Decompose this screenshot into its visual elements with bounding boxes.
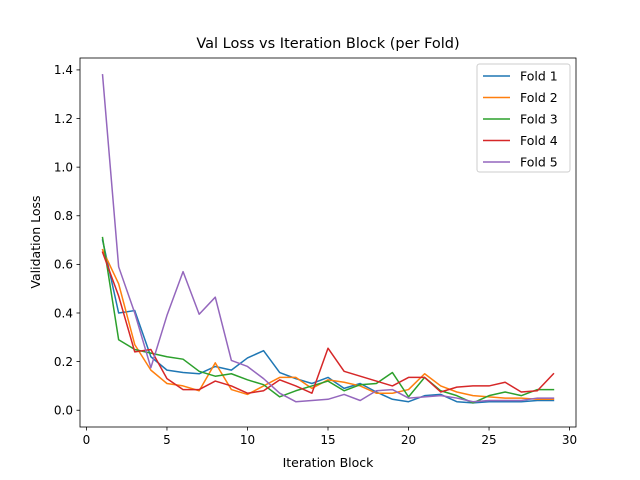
series-line-fold-4: [101, 251, 555, 394]
x-axis: 0 5 10 15 20 25 30: [83, 427, 577, 447]
y-axis: 0.0 0.2 0.4 0.6 0.8 1.0 1.2 1.4: [54, 63, 80, 418]
y-tick-label: 0.8: [54, 209, 73, 223]
legend-box: [476, 63, 571, 173]
y-axis-label: Validation Loss: [28, 195, 43, 288]
x-tick-label: 10: [240, 433, 255, 447]
legend-label-fold-1: Fold 1: [520, 69, 558, 84]
legend-label-fold-5: Fold 5: [520, 155, 558, 170]
x-tick-label: 15: [320, 433, 335, 447]
x-tick-label: 0: [83, 433, 91, 447]
series-line-fold-5: [101, 73, 555, 403]
x-tick-label: 5: [163, 433, 171, 447]
x-tick-label: 20: [401, 433, 416, 447]
legend-label-fold-2: Fold 2: [520, 90, 558, 105]
y-tick-label: 1.2: [54, 112, 73, 126]
y-tick-label: 1.4: [54, 63, 73, 77]
x-tick-label: 30: [562, 433, 577, 447]
y-tick-label: 0.2: [54, 355, 73, 369]
y-tick-label: 1.0: [54, 160, 73, 174]
plot-area: [79, 57, 577, 428]
legend: Fold 1 Fold 2 Fold 3 Fold 4 Fold 5: [476, 63, 571, 173]
series-line-fold-3: [101, 236, 555, 404]
x-axis-label: Iteration Block: [283, 455, 375, 470]
legend-label-fold-3: Fold 3: [520, 112, 558, 127]
x-tick-label: 25: [481, 433, 496, 447]
legend-label-fold-4: Fold 4: [520, 133, 558, 148]
series-line-fold-1: [101, 239, 555, 404]
y-tick-label: 0.6: [54, 258, 73, 272]
y-tick-label: 0.0: [54, 404, 73, 418]
chart-title: Val Loss vs Iteration Block (per Fold): [196, 36, 459, 52]
y-tick-label: 0.4: [54, 306, 73, 320]
